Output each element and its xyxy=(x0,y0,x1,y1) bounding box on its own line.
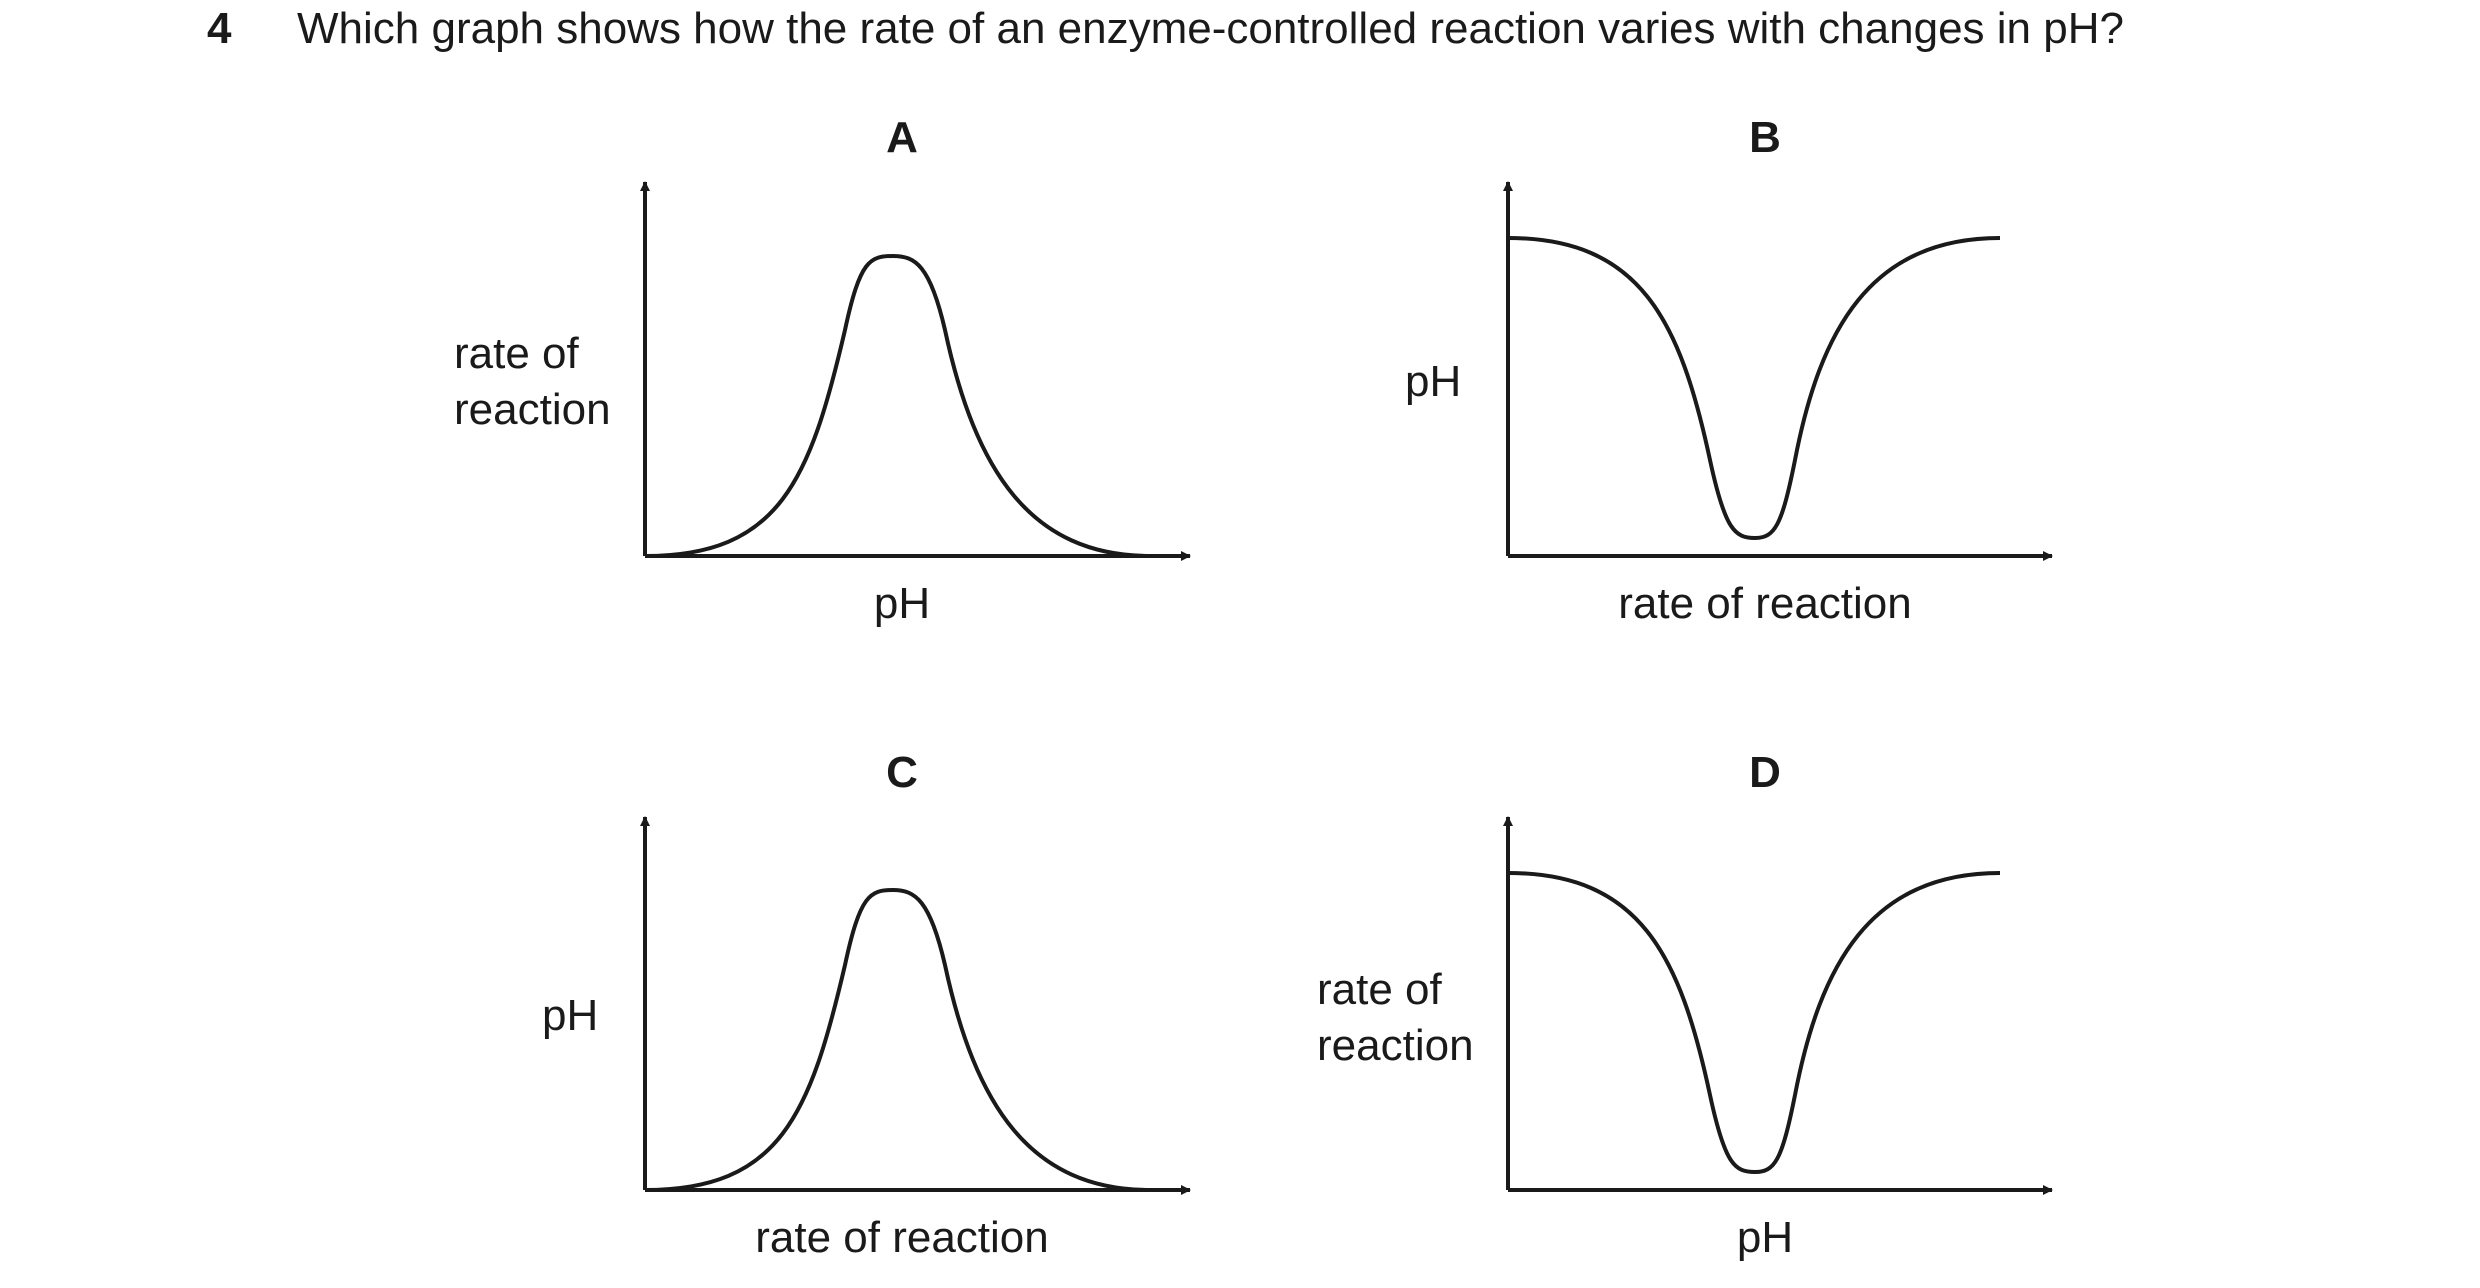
graph-c-letter: C xyxy=(886,748,918,797)
graph-d-letter: D xyxy=(1749,748,1781,797)
graph-d: D rate of reaction pH xyxy=(1317,748,2053,1262)
graph-c: C pH rate of reaction xyxy=(542,748,1191,1262)
graph-b-y-label: pH xyxy=(1405,357,1461,406)
graph-b: B pH rate of reaction xyxy=(1405,113,2053,628)
graph-a-curve xyxy=(644,253,1151,558)
graph-d-x-label: pH xyxy=(1737,1213,1793,1262)
graph-a: A rate of reaction pH xyxy=(454,113,1191,628)
question-number: 4 xyxy=(207,4,232,53)
question-text: Which graph shows how the rate of an enz… xyxy=(297,4,2124,53)
graph-c-curve xyxy=(644,887,1151,1192)
graph-d-curve xyxy=(1507,871,2001,1175)
graph-b-curve xyxy=(1507,236,2001,541)
graph-a-x-label: pH xyxy=(874,579,930,628)
graph-a-y-label-line-2: reaction xyxy=(454,385,611,434)
graph-a-letter: A xyxy=(886,113,918,162)
graph-d-y-label-line-2: reaction xyxy=(1317,1021,1474,1070)
graph-c-x-label: rate of reaction xyxy=(755,1213,1049,1262)
graph-d-y-label-line-1: rate of xyxy=(1317,965,1443,1014)
graph-b-x-label: rate of reaction xyxy=(1618,579,1912,628)
graph-b-letter: B xyxy=(1749,113,1781,162)
graph-a-y-label-line-1: rate of xyxy=(454,329,580,378)
graph-c-y-label: pH xyxy=(542,991,598,1040)
